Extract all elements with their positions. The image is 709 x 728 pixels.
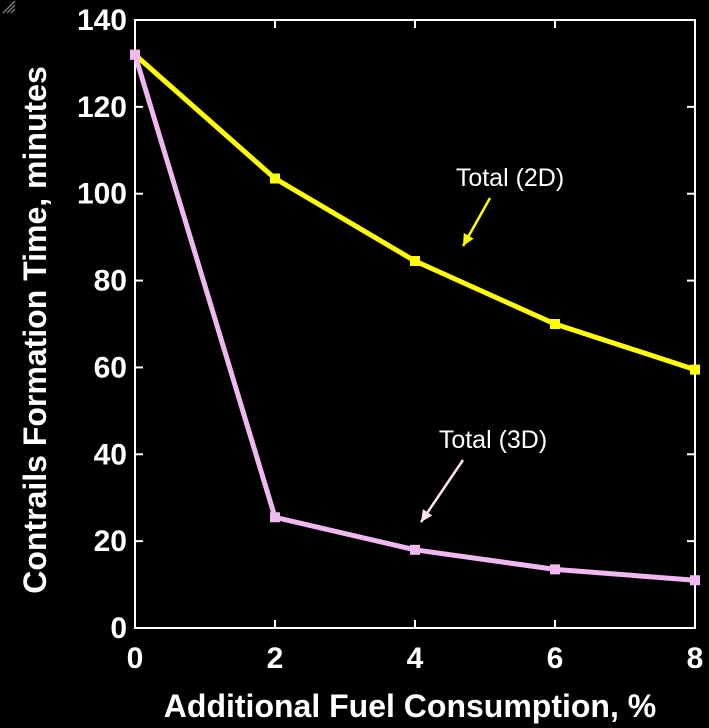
y-tick-label: 80: [94, 265, 127, 298]
annotation-2: Total (3D): [419, 426, 547, 523]
data-point: [550, 319, 560, 329]
data-point: [270, 512, 280, 523]
x-tick-label: 2: [267, 642, 284, 675]
series-line: [132, 54, 696, 583]
y-tick-label: 0: [110, 612, 127, 645]
axes: [134, 19, 696, 629]
y-tick-label: 60: [94, 351, 127, 384]
x-tick-label: 8: [687, 642, 704, 675]
series-lines: [130, 49, 700, 586]
annotation-label: Total (3D): [439, 426, 547, 454]
y-tick-label: 40: [94, 438, 127, 471]
x-tick-label: 4: [407, 642, 424, 675]
data-point: [410, 256, 420, 267]
annotation-arrow: [419, 459, 465, 523]
data-point: [550, 564, 560, 575]
y-tick-label: 100: [77, 178, 127, 211]
annotations: Total (2D) Total (3D): [419, 164, 564, 523]
resize-grip-icon[interactable]: [2, 0, 16, 14]
annotation-1: Total (2D): [456, 164, 564, 247]
x-axis-label: Additional Fuel Consumption, %: [164, 688, 656, 724]
series-line: [133, 52, 696, 372]
arrowhead-icon: [421, 509, 433, 522]
data-point: [410, 544, 420, 555]
y-axis-label: Contrails Formation Time, minutes: [17, 66, 53, 593]
x-tick-label: 0: [127, 642, 144, 675]
data-point: [690, 575, 700, 586]
y-tick-label: 140: [77, 4, 127, 37]
y-tick-label: 20: [94, 525, 127, 558]
data-point: [270, 173, 280, 184]
arrowhead-icon: [463, 233, 474, 246]
annotation-label: Total (2D): [456, 164, 564, 192]
series-2: [130, 49, 700, 586]
data-point: [690, 364, 700, 375]
y-tick-label: 120: [77, 91, 127, 124]
data-point: [130, 49, 140, 60]
x-tick-label: 6: [547, 642, 564, 675]
